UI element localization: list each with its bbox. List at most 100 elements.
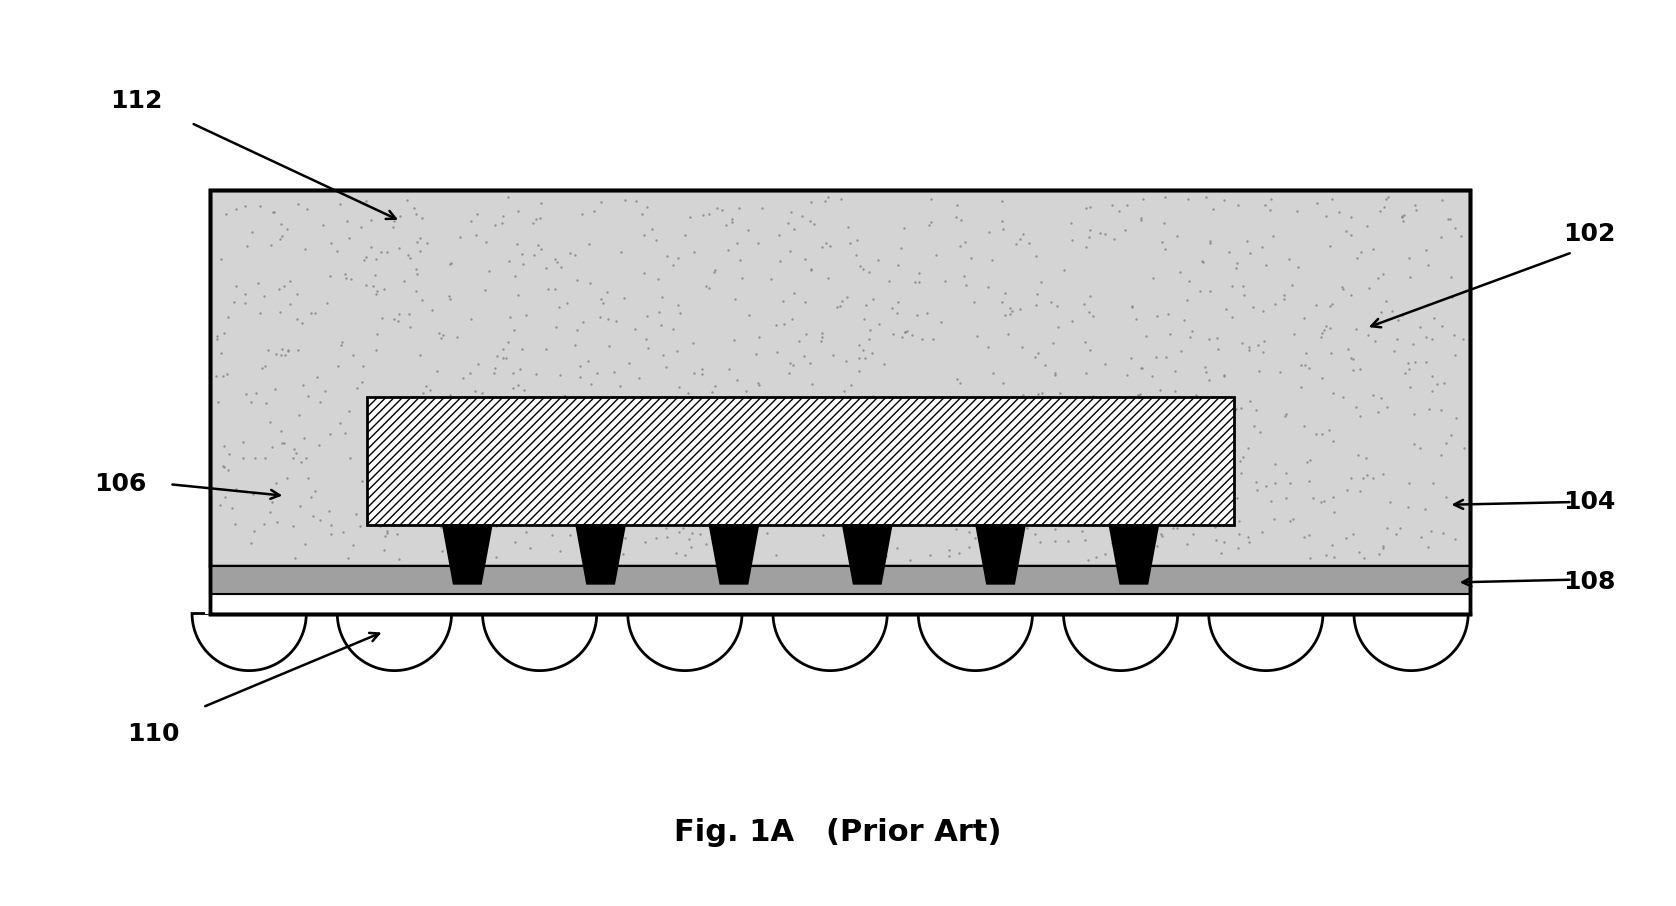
Point (784, 518, 811, 533)
Point (796, 355, 823, 370)
Point (1076, 289, 1103, 304)
Point (957, 251, 984, 265)
Point (538, 392, 565, 407)
Point (583, 462, 610, 477)
Point (801, 217, 828, 231)
Point (384, 526, 411, 541)
Point (1225, 527, 1252, 542)
Point (1053, 459, 1079, 474)
Point (1098, 198, 1125, 212)
Point (1389, 209, 1416, 224)
Point (488, 216, 515, 230)
Text: 108: 108 (1562, 571, 1616, 594)
Point (385, 209, 412, 224)
Text: 104: 104 (1562, 490, 1616, 514)
Point (955, 403, 982, 418)
Point (362, 496, 389, 510)
Point (1022, 298, 1049, 313)
Point (577, 514, 603, 528)
Point (206, 498, 233, 513)
Point (419, 405, 446, 419)
Point (1200, 202, 1227, 217)
Point (830, 384, 856, 399)
Point (918, 192, 945, 207)
Point (1170, 313, 1197, 327)
Point (1044, 320, 1071, 334)
Point (949, 469, 975, 484)
Point (890, 221, 917, 236)
Point (1009, 388, 1036, 402)
Point (1118, 413, 1145, 428)
Point (402, 400, 429, 415)
Point (1143, 309, 1170, 323)
Point (561, 337, 588, 352)
Point (1388, 209, 1415, 224)
Point (216, 447, 243, 461)
Text: 112: 112 (111, 89, 163, 112)
Point (504, 390, 531, 405)
Point (992, 414, 1019, 429)
Point (898, 451, 925, 466)
Point (1291, 311, 1317, 325)
Point (622, 322, 649, 336)
Point (468, 476, 494, 490)
Point (897, 553, 923, 567)
Polygon shape (628, 613, 742, 670)
Point (781, 286, 808, 301)
Point (1173, 536, 1200, 551)
Point (1143, 539, 1170, 554)
Point (1116, 418, 1143, 432)
Point (880, 326, 907, 341)
Point (778, 312, 804, 326)
Point (1316, 321, 1342, 335)
Point (263, 515, 290, 529)
Point (230, 451, 256, 466)
Point (841, 426, 868, 440)
Point (328, 334, 355, 349)
Point (1275, 252, 1302, 266)
Point (872, 416, 898, 430)
Point (1083, 549, 1110, 564)
Point (665, 380, 692, 394)
Point (608, 512, 635, 526)
Point (1441, 348, 1468, 362)
Point (478, 500, 504, 515)
Point (1195, 372, 1222, 387)
Point (722, 467, 749, 481)
Point (396, 502, 422, 516)
Point (999, 304, 1026, 318)
Point (1420, 384, 1446, 399)
Point (856, 507, 883, 522)
Point (1135, 487, 1161, 501)
Point (789, 208, 816, 223)
Point (920, 414, 947, 429)
Point (846, 337, 873, 352)
Point (877, 425, 903, 439)
Point (880, 509, 907, 524)
Point (1274, 491, 1301, 506)
Point (1118, 352, 1145, 366)
Point (1321, 386, 1348, 400)
Point (810, 460, 836, 475)
Point (1301, 491, 1327, 506)
Point (644, 531, 670, 545)
Point (1128, 496, 1155, 511)
Point (1021, 351, 1048, 365)
Point (892, 324, 918, 339)
Point (1394, 477, 1421, 491)
Point (283, 312, 310, 326)
Point (716, 435, 742, 449)
Point (732, 532, 759, 546)
Point (551, 389, 578, 403)
Point (268, 436, 295, 450)
Text: Fig. 1A   (Prior Art): Fig. 1A (Prior Art) (674, 817, 1002, 846)
Point (1037, 506, 1064, 520)
Point (623, 490, 650, 505)
Point (275, 342, 302, 357)
Point (1161, 383, 1188, 398)
Point (1254, 478, 1280, 493)
Point (605, 443, 632, 458)
Point (677, 454, 704, 468)
Point (270, 436, 297, 450)
Point (533, 261, 560, 275)
